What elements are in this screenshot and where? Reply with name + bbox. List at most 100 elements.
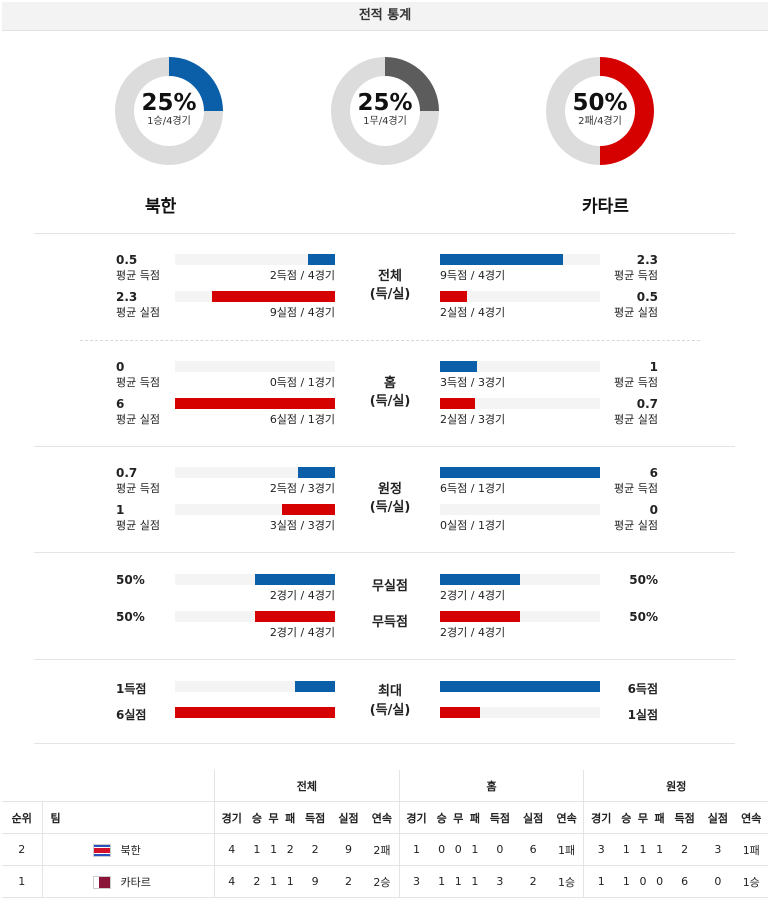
- stat-cell: 1패: [734, 833, 768, 866]
- stat-cell: 2: [248, 865, 266, 898]
- stat-cell: 0: [433, 833, 450, 866]
- stat-cell: 2패: [365, 833, 400, 866]
- right-bar: [440, 574, 520, 585]
- left-bar-detail: 3실점 / 3경기: [269, 519, 335, 532]
- stat-cell: 0: [651, 865, 668, 898]
- right-bar-detail: 2실점 / 3경기: [440, 413, 506, 426]
- column-header: 무: [449, 801, 467, 834]
- right-caption: 평균 득점: [614, 376, 658, 389]
- left-bar: [255, 611, 335, 622]
- win-caption: 1승/4경기: [147, 116, 191, 127]
- right-bar-track: [440, 681, 600, 692]
- left-bar-detail: 6실점 / 1경기: [269, 413, 335, 426]
- left-caption: 평균 득점: [116, 482, 160, 495]
- right-bar-detail: 3득점 / 3경기: [440, 376, 506, 389]
- stat-cell: 0: [449, 833, 467, 866]
- left-bar-detail: 2득점 / 4경기: [269, 269, 335, 282]
- stat-cell: 0: [483, 833, 517, 866]
- right-bar: [440, 254, 563, 265]
- right-bar-detail: 9득점 / 4경기: [440, 269, 506, 282]
- left-bar-track: [175, 707, 335, 718]
- column-header: 패: [281, 801, 299, 834]
- stat-cell: 3: [701, 833, 735, 866]
- left-value: 6: [116, 397, 125, 411]
- team-name: 카타르: [120, 875, 151, 889]
- column-header: 득점: [298, 801, 332, 834]
- left-value: 1: [116, 503, 125, 517]
- column-header: 실점: [516, 801, 550, 834]
- right-bar-track: [440, 291, 600, 302]
- left-value: 50%: [116, 573, 145, 587]
- win-rate-donut: 25% 1승/4경기: [115, 57, 223, 165]
- stat-cell: 1: [248, 833, 266, 866]
- table-row: 2 북한 4 1 1 2 2 9 2패 1 0 0 1 0 6 1패 3 1 1 1 2 3 1패: [2, 833, 768, 866]
- standings-table: 전체 홈 원정 순위 팀 경기 승 무 패 득점 실점 연속 경기 승 무 패 득점 실점 연속 경기 승 무 패…: [2, 770, 768, 898]
- section-sublabel: (득/실): [369, 500, 411, 515]
- left-bar: [175, 707, 335, 718]
- right-bar: [440, 291, 467, 302]
- left-caption: 평균 득점: [116, 269, 160, 282]
- rank-cell: 1: [2, 865, 42, 898]
- stat-cell: 6: [667, 865, 702, 898]
- right-bar: [440, 611, 520, 622]
- divider: [34, 552, 735, 553]
- stat-cell: 6: [516, 833, 550, 866]
- column-header: 무: [265, 801, 282, 834]
- right-value: 50%: [629, 573, 658, 587]
- stat-cell: 2: [298, 833, 332, 866]
- stat-cell: 1: [583, 865, 619, 898]
- stat-cell: 1: [433, 865, 450, 898]
- loss-percentage: 50%: [572, 90, 628, 116]
- stat-cell: 3: [483, 865, 517, 898]
- left-caption: 평균 실점: [116, 306, 160, 319]
- left-bar-track: [175, 254, 335, 265]
- group-header-home: 홈: [398, 770, 584, 802]
- left-value: 2.3: [116, 290, 138, 304]
- left-value: 0: [116, 360, 125, 374]
- stat-cell: 4: [213, 865, 249, 898]
- stat-cell: 1: [466, 865, 484, 898]
- column-header: 실점: [331, 801, 366, 834]
- right-bar: [440, 398, 475, 409]
- stat-cell: 2승: [365, 865, 400, 898]
- right-bar-track: [440, 254, 600, 265]
- section-label: 최대: [378, 684, 402, 699]
- left-value: 50%: [116, 610, 145, 624]
- right-bar-track: [440, 361, 600, 372]
- right-bar-detail: 6득점 / 1경기: [440, 482, 506, 495]
- stat-cell: 1: [634, 833, 652, 866]
- left-bar-track: [175, 398, 335, 409]
- right-caption: 평균 득점: [614, 269, 658, 282]
- right-value: 0: [649, 503, 658, 517]
- right-caption: 평균 실점: [614, 519, 658, 532]
- stat-cell: 1: [265, 833, 282, 866]
- rank-cell: 2: [2, 833, 42, 866]
- left-caption: 평균 실점: [116, 519, 160, 532]
- left-bar-track: [175, 467, 335, 478]
- column-header: 연속: [734, 801, 768, 834]
- column-header: 승: [618, 801, 635, 834]
- stat-cell: 3: [583, 833, 619, 866]
- divider: [80, 340, 700, 341]
- left-bar-detail: 2경기 / 4경기: [269, 589, 335, 602]
- column-header: 경기: [213, 801, 249, 834]
- left-value: 6실점: [116, 708, 147, 722]
- left-bar-track: [175, 681, 335, 692]
- team-cell: 북한: [41, 833, 215, 866]
- stat-cell: 1: [651, 833, 668, 866]
- stat-cell: 1승: [549, 865, 584, 898]
- group-header-away: 원정: [583, 770, 768, 802]
- section-label: 전체: [378, 269, 402, 284]
- left-caption: 평균 득점: [116, 376, 160, 389]
- right-value: 1실점: [627, 708, 658, 722]
- left-caption: 평균 실점: [116, 413, 160, 426]
- divider: [34, 743, 735, 744]
- column-header: 패: [466, 801, 484, 834]
- left-bar-track: [175, 504, 335, 515]
- left-bar: [282, 504, 335, 515]
- left-value: 0.7: [116, 466, 138, 480]
- right-value: 1: [649, 360, 658, 374]
- draw-percentage: 25%: [357, 90, 413, 116]
- stat-cell: 1: [449, 865, 467, 898]
- right-bar: [440, 681, 600, 692]
